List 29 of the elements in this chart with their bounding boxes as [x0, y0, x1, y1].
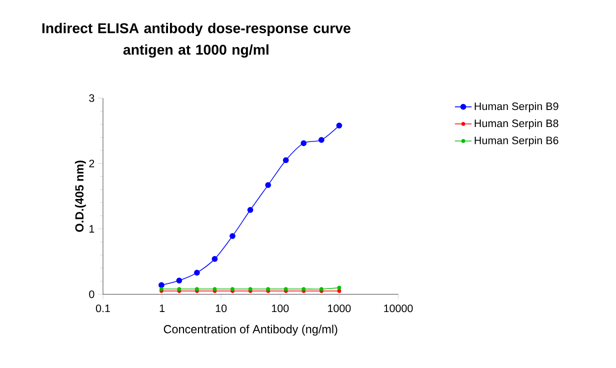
y-axis-title: O.D.(405 nm)	[74, 160, 86, 232]
x-tick-label: 1000	[328, 304, 351, 312]
point	[265, 182, 272, 188]
point	[247, 207, 254, 213]
y-tick-label: 1	[90, 225, 94, 233]
x-tick-label: 10000	[384, 304, 413, 312]
point	[300, 140, 307, 146]
y-tick-label: 0	[89, 290, 94, 298]
point	[194, 270, 200, 276]
point	[212, 256, 218, 262]
legend-label: Human Serpin B6	[474, 136, 558, 146]
y-tick-label: 3	[89, 94, 94, 102]
point	[336, 122, 342, 129]
x-axis-title: Concentration of Antibody (ng/ml)	[164, 324, 338, 336]
point	[158, 282, 164, 288]
chart-title: Indirect ELISA antibody dose-response curve antigen at 1000 ng/ml	[42, 22, 350, 58]
legend-label: Human Serpin B8	[474, 119, 558, 130]
x-tick-label: 1	[160, 304, 165, 312]
point	[230, 233, 236, 240]
point	[176, 278, 182, 284]
point	[337, 286, 342, 290]
x-tick-label: 100	[272, 304, 289, 312]
point	[282, 157, 289, 164]
x-tick-label: 0.1	[96, 304, 110, 312]
legend-label: Human Serpin B9	[474, 102, 558, 112]
point	[318, 137, 324, 143]
point	[337, 289, 342, 294]
x-tick-label: 10	[216, 304, 227, 312]
y-tick-label: 2	[89, 160, 94, 168]
